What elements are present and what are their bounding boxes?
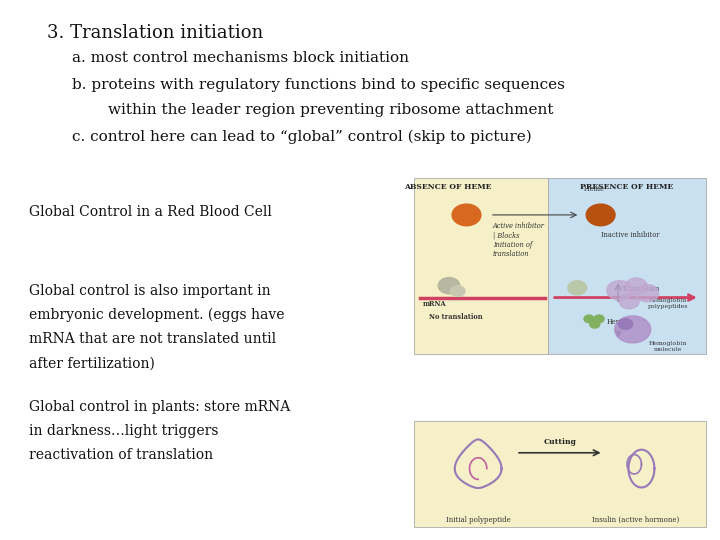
Circle shape: [584, 315, 594, 322]
Circle shape: [615, 316, 651, 343]
Text: ABSENCE OF HEME: ABSENCE OF HEME: [404, 183, 491, 191]
Text: PRESENCE OF HEME: PRESENCE OF HEME: [580, 183, 673, 191]
Text: Insulin (active hormone): Insulin (active hormone): [592, 516, 679, 524]
FancyBboxPatch shape: [548, 178, 706, 354]
Text: reactivation of translation: reactivation of translation: [29, 448, 213, 462]
Text: within the leader region preventing ribosome attachment: within the leader region preventing ribo…: [108, 103, 554, 117]
FancyBboxPatch shape: [414, 178, 548, 354]
Circle shape: [452, 204, 481, 226]
Circle shape: [568, 281, 587, 295]
Text: Initial polypeptide: Initial polypeptide: [446, 516, 510, 524]
Text: c. control here can lead to “global” control (skip to picture): c. control here can lead to “global” con…: [72, 130, 532, 144]
Text: Hemes: Hemes: [606, 318, 630, 326]
Circle shape: [594, 315, 604, 322]
Text: mRNA that are not translated until: mRNA that are not translated until: [29, 332, 276, 346]
Text: Cutting: Cutting: [544, 438, 576, 446]
Circle shape: [619, 294, 639, 309]
Circle shape: [586, 204, 615, 226]
Text: after fertilization): after fertilization): [29, 356, 155, 370]
Text: mRNA: mRNA: [423, 300, 446, 308]
Text: Global control in plants: store mRNA: Global control in plants: store mRNA: [29, 400, 290, 414]
Text: Inactive inhibitor: Inactive inhibitor: [600, 231, 659, 239]
Text: Hemoglobin
polypeptides: Hemoglobin polypeptides: [647, 299, 688, 309]
Text: Active inhibitor
| Blocks
Initiation of
translation: Active inhibitor | Blocks Initiation of …: [492, 222, 544, 258]
Circle shape: [451, 286, 465, 296]
Circle shape: [590, 321, 600, 328]
FancyBboxPatch shape: [414, 421, 706, 526]
Text: b. proteins with regulatory functions bind to specific sequences: b. proteins with regulatory functions bi…: [72, 78, 565, 92]
Circle shape: [636, 285, 659, 302]
Text: Translation: Translation: [621, 285, 660, 293]
Circle shape: [618, 319, 633, 329]
Text: Hemoglobin
molecule: Hemoglobin molecule: [649, 341, 687, 352]
Text: Global Control in a Red Blood Cell: Global Control in a Red Blood Cell: [29, 205, 271, 219]
Circle shape: [438, 278, 460, 294]
Circle shape: [626, 278, 647, 294]
Text: embryonic development. (eggs have: embryonic development. (eggs have: [29, 308, 284, 322]
Text: a. most control mechanisms block initiation: a. most control mechanisms block initiat…: [72, 51, 409, 65]
Text: in darkness…light triggers: in darkness…light triggers: [29, 424, 218, 438]
Text: 3. Translation initiation: 3. Translation initiation: [47, 24, 263, 42]
Circle shape: [607, 281, 633, 300]
Text: No translation: No translation: [428, 313, 482, 321]
Text: •Heme: •Heme: [580, 185, 604, 193]
Text: Global control is also important in: Global control is also important in: [29, 284, 271, 298]
